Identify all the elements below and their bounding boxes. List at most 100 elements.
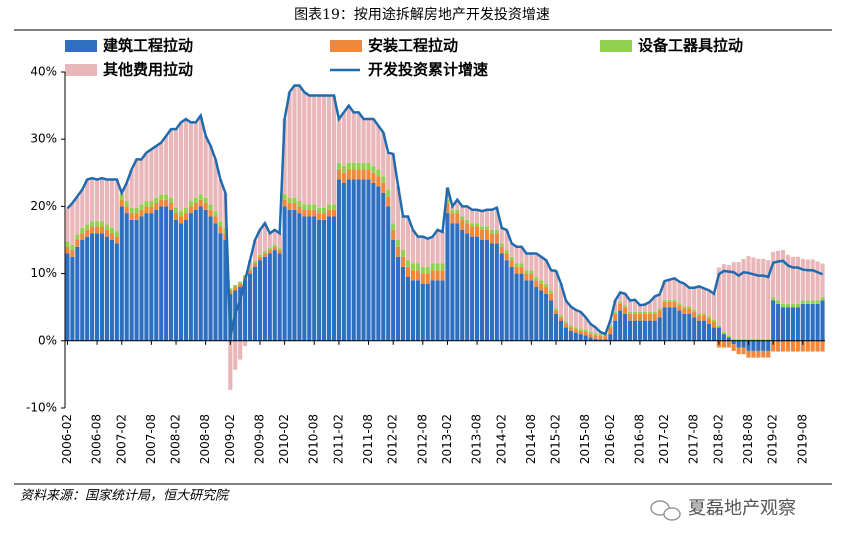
bar-segment bbox=[475, 236, 480, 341]
bar-segment bbox=[810, 300, 815, 304]
bar-segment bbox=[790, 340, 795, 352]
bar-segment bbox=[672, 307, 677, 341]
bar-segment bbox=[672, 278, 677, 300]
x-tick-label: 2018-08 bbox=[741, 414, 755, 464]
bar-segment bbox=[252, 263, 258, 267]
bar-segment bbox=[549, 290, 554, 294]
bar-segment bbox=[169, 203, 174, 210]
bar-segment bbox=[267, 248, 272, 251]
bar-segment bbox=[642, 320, 647, 341]
bar-segment bbox=[277, 250, 282, 254]
x-tick-label: 2018-02 bbox=[711, 414, 725, 464]
bar-segment bbox=[400, 266, 406, 341]
bar-segment bbox=[262, 256, 267, 341]
bar-segment bbox=[376, 176, 381, 187]
bar-segment bbox=[169, 197, 174, 204]
bar-segment bbox=[479, 229, 485, 240]
x-tick-label: 2017-02 bbox=[657, 414, 671, 464]
bar-segment bbox=[647, 301, 652, 312]
bar-segment bbox=[578, 330, 583, 335]
bar-segment bbox=[637, 320, 643, 341]
bar-segment bbox=[228, 340, 233, 390]
bar-segment bbox=[509, 260, 514, 267]
bar-segment bbox=[381, 182, 386, 193]
bar-segment bbox=[583, 317, 588, 331]
bar-segment bbox=[529, 270, 534, 274]
bar-segment bbox=[711, 321, 717, 328]
legend-label: 设备工器具拉动 bbox=[638, 37, 743, 55]
bar-segment bbox=[465, 206, 470, 220]
bar-segment bbox=[302, 204, 307, 210]
bar-segment bbox=[484, 240, 490, 341]
bar-segment bbox=[800, 258, 805, 301]
bar-segment bbox=[213, 223, 218, 341]
bar-segment bbox=[445, 213, 450, 341]
bar-segment bbox=[583, 335, 588, 341]
bar-segment bbox=[331, 216, 337, 341]
bar-segment bbox=[99, 178, 105, 222]
bar-segment bbox=[144, 213, 149, 341]
bar-segment bbox=[652, 311, 657, 314]
bar-segment bbox=[223, 227, 228, 234]
bar-segment bbox=[80, 240, 85, 341]
bar-segment bbox=[75, 240, 80, 247]
bar-segment bbox=[460, 219, 465, 230]
bar-segment bbox=[415, 280, 420, 341]
bar-segment bbox=[302, 209, 307, 217]
bar-segment bbox=[598, 336, 603, 340]
bar-segment bbox=[667, 307, 672, 341]
legend-swatch bbox=[600, 40, 632, 52]
bar-segment bbox=[677, 305, 682, 311]
bar-segment bbox=[568, 330, 573, 341]
x-tick-label: 2015-02 bbox=[549, 414, 563, 464]
bar-segment bbox=[489, 233, 494, 244]
bar-segment bbox=[149, 201, 154, 207]
bar-segment bbox=[776, 303, 781, 341]
bar-segment bbox=[257, 256, 263, 261]
bar-segment bbox=[292, 203, 297, 210]
bar-segment bbox=[129, 169, 134, 208]
bar-segment bbox=[124, 182, 129, 202]
x-tick-label: 2013-08 bbox=[470, 414, 484, 464]
bar-segment bbox=[425, 266, 430, 274]
bar-segment bbox=[613, 320, 618, 341]
bar-segment bbox=[420, 283, 425, 341]
bar-segment bbox=[430, 236, 435, 264]
bar-segment bbox=[95, 233, 100, 341]
bar-segment bbox=[420, 236, 425, 267]
bar-segment bbox=[178, 211, 184, 217]
bar-segment bbox=[336, 162, 341, 170]
bar-segment bbox=[652, 296, 657, 312]
bar-segment bbox=[608, 325, 613, 328]
bar-segment bbox=[746, 340, 751, 351]
bar-segment bbox=[90, 178, 95, 222]
bar-segment bbox=[396, 186, 401, 240]
bar-segment bbox=[756, 350, 761, 358]
bar-segment bbox=[243, 280, 248, 341]
bar-segment bbox=[465, 219, 470, 224]
bar-segment bbox=[499, 243, 504, 247]
bar-segment bbox=[336, 179, 341, 341]
bar-segment bbox=[563, 321, 568, 324]
bar-segment bbox=[173, 129, 179, 208]
bar-segment bbox=[188, 206, 193, 214]
bar-segment bbox=[376, 125, 381, 170]
bar-segment bbox=[302, 216, 307, 341]
bar-segment bbox=[667, 299, 672, 302]
bar-segment bbox=[519, 273, 524, 341]
bar-segment bbox=[682, 306, 687, 309]
bar-segment bbox=[203, 135, 208, 198]
bar-segment bbox=[331, 209, 337, 217]
bar-segment bbox=[257, 254, 263, 257]
bar-segment bbox=[95, 226, 100, 234]
y-tick-label: 30% bbox=[30, 132, 57, 146]
bar-segment bbox=[114, 179, 119, 232]
bar-segment bbox=[440, 270, 445, 281]
bar-segment bbox=[312, 216, 317, 341]
bar-segment bbox=[766, 340, 771, 351]
bar-segment bbox=[302, 92, 307, 205]
bar-segment bbox=[573, 309, 578, 328]
bar-segment bbox=[682, 283, 687, 307]
bar-segment bbox=[603, 339, 608, 341]
bar-segment bbox=[435, 280, 440, 341]
